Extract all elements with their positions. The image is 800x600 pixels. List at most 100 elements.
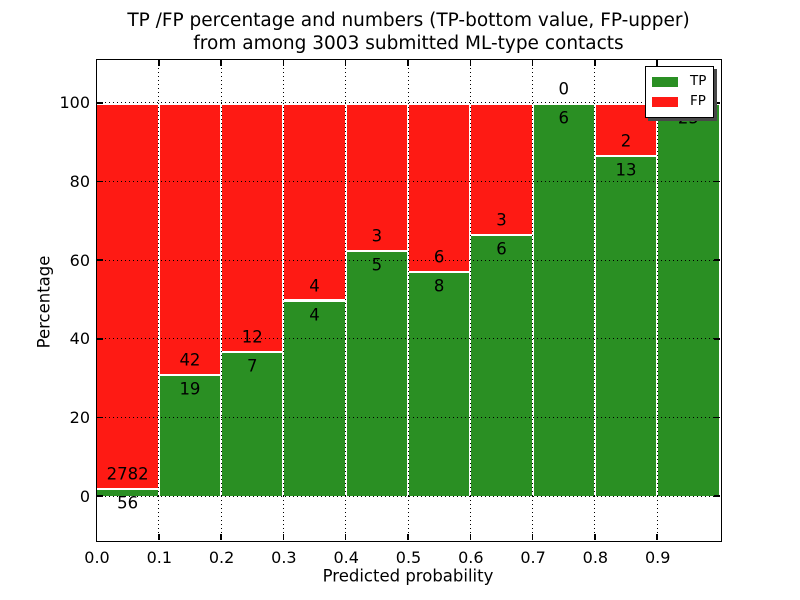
bar-count-label-fp: 3 [496, 210, 507, 230]
bar-segment-fp [408, 102, 471, 272]
gridline-horizontal [96, 180, 720, 182]
x-tick-bottom [95, 533, 98, 540]
x-tick-bottom [656, 533, 658, 540]
x-tick-label: 0.8 [582, 548, 609, 567]
x-tick-bottom [344, 533, 347, 540]
y-tick-left [96, 102, 103, 104]
y-tick-right [713, 102, 720, 104]
gridline-vertical-overlay [594, 102, 596, 497]
x-tick-label: 0.6 [458, 548, 484, 567]
x-tick-bottom [220, 533, 222, 540]
bar-count-label-fp: 3 [371, 226, 383, 246]
bar-count-label-fp: 2782 [106, 464, 149, 484]
gridline-vertical-overlay [282, 102, 284, 497]
x-tick-label: 0.4 [333, 548, 359, 567]
plot-area: 27825642191274435683606213025 [95, 58, 722, 542]
bar-segment-tp [158, 373, 222, 497]
y-tick-label: 0 [79, 486, 90, 506]
x-tick-top [158, 59, 160, 66]
y-tick-left [96, 259, 103, 261]
y-tick-left [96, 338, 103, 340]
x-tick-bottom [407, 533, 409, 540]
bar-segment-fp [158, 102, 222, 374]
x-axis-label: Predicted probability [322, 566, 494, 586]
bar-segment-tp [408, 271, 471, 497]
y-tick-label: 20 [69, 408, 90, 428]
bar-count-label-fp: 0 [558, 79, 570, 99]
y-tick-left [96, 495, 103, 497]
bar-count-label-fp: 6 [433, 247, 445, 267]
bar-count-label-fp: 12 [241, 327, 263, 347]
x-tick-top [656, 59, 658, 66]
gridline-vertical-overlay [469, 102, 471, 497]
gridline-horizontal [96, 495, 720, 497]
y-tick-label: 60 [69, 250, 90, 270]
y-tick-right [713, 259, 720, 261]
bar-segment-tp [345, 250, 408, 497]
bar-segment-fp [470, 102, 533, 234]
x-tick-label: 0.1 [146, 548, 173, 567]
bar-segment-fp [96, 102, 159, 489]
legend-swatch-fp-icon [652, 97, 678, 107]
gridline-vertical-overlay [656, 102, 658, 497]
gridline-horizontal [96, 102, 720, 104]
bar-segment-fp [345, 102, 408, 251]
x-tick-top [469, 59, 472, 66]
legend-label-tp: TP [690, 73, 707, 90]
bar-count-label-tp: 19 [179, 379, 201, 399]
bar-segment-tp [470, 233, 533, 497]
y-tick-left [96, 180, 103, 183]
y-tick-label: 80 [69, 171, 90, 191]
bar-count-label-tp: 4 [309, 305, 320, 324]
x-tick-top [531, 59, 534, 66]
bar-count-label-tp: 56 [117, 493, 139, 513]
chart-title-line1: TP /FP percentage and numbers (TP-bottom… [127, 10, 690, 31]
x-tick-bottom [594, 533, 596, 540]
bar-segment-tp [221, 351, 284, 497]
x-tick-bottom [282, 533, 285, 540]
x-tick-label: 0.5 [395, 548, 422, 567]
legend-label-fp: FP [690, 93, 706, 110]
legend: TP FP [645, 66, 714, 118]
plot-canvas: 27825642191274435683606213025 [95, 59, 721, 541]
x-tick-top [594, 59, 596, 66]
x-tick-top [282, 59, 285, 66]
gridline-vertical-overlay [345, 102, 347, 497]
y-tick-right [713, 416, 720, 419]
x-tick-label: 0.2 [208, 548, 235, 567]
x-tick-bottom [469, 533, 472, 540]
bar-count-label-tp: 5 [371, 255, 383, 275]
chart-title: TP /FP percentage and numbers (TP-bottom… [97, 9, 720, 55]
x-tick-top [220, 59, 222, 66]
x-tick-bottom [531, 533, 534, 540]
y-tick-right [713, 338, 720, 340]
gridline-horizontal [96, 338, 720, 340]
bar-count-label-tp: 6 [496, 239, 507, 259]
x-tick-label: 0.7 [520, 548, 546, 567]
bar-count-label-fp: 4 [309, 276, 320, 295]
bar-segment-tp [532, 102, 595, 497]
bar-count-label-tp: 8 [433, 276, 445, 296]
y-tick-label: 100 [59, 93, 90, 113]
bar-segment-tp [283, 299, 346, 497]
bar-count-label-fp: 2 [620, 131, 632, 151]
gridline-vertical-overlay [220, 102, 222, 497]
x-tick-label: 0.9 [644, 548, 671, 567]
bar-count-label-fp: 42 [179, 350, 201, 370]
y-tick-right [713, 180, 720, 183]
bar-segment-tp [657, 102, 720, 497]
gridline-horizontal [96, 259, 720, 261]
x-tick-label: 0.3 [271, 548, 297, 567]
bar-segment-tp [96, 488, 159, 497]
gridline-vertical-overlay [158, 102, 160, 497]
x-tick-label: 0.0 [84, 548, 110, 567]
gridline-vertical-overlay [532, 102, 534, 497]
bar-segment-tp [594, 155, 658, 497]
legend-swatch-tp-icon [652, 77, 678, 87]
bar-count-label-tp: 13 [615, 160, 637, 180]
bar-count-label-tp: 6 [558, 108, 570, 128]
chart-title-line2: from among 3003 submitted ML-type contac… [193, 33, 624, 54]
legend-entry-tp: TP [652, 72, 709, 92]
y-tick-label: 40 [69, 329, 90, 349]
